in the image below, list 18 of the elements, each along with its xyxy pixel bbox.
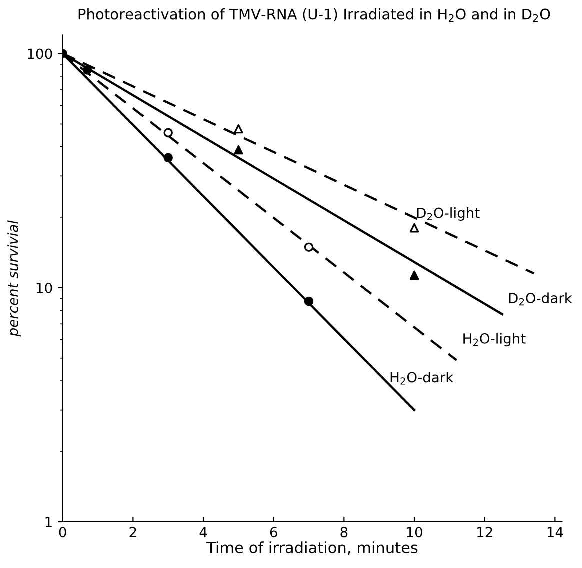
series-label: D$_{2}$O-light bbox=[417, 208, 480, 221]
x-tick-label: 10 bbox=[407, 527, 422, 538]
x-tick-label: 8 bbox=[340, 527, 348, 538]
x-tick-label: 4 bbox=[200, 527, 208, 538]
series-label: H$_{2}$O-light bbox=[464, 333, 526, 347]
x-tick-label: 12 bbox=[478, 527, 492, 538]
x-tick-label: 2 bbox=[130, 527, 136, 538]
y-tick-label: 100 bbox=[28, 48, 52, 60]
x-tick-label: 6 bbox=[270, 527, 278, 538]
series-label: D$_{2}$O-dark bbox=[509, 292, 572, 306]
series-label: H$_{2}$O-dark bbox=[390, 372, 454, 385]
y-tick-label: 10 bbox=[36, 282, 52, 294]
x-tick-label: 0 bbox=[59, 527, 66, 538]
x-tick-label: 14 bbox=[548, 527, 564, 538]
y-axis-title: percent survivial bbox=[8, 220, 22, 337]
y-tick-label: 1 bbox=[46, 517, 52, 528]
x-axis-title: Time of irradiation, minutes bbox=[206, 542, 418, 556]
chart-title: Photoreactivation of TMV-RNA (U-1) Irradiated in H$_{2}$O and in D$_{2}$O bbox=[78, 8, 550, 22]
